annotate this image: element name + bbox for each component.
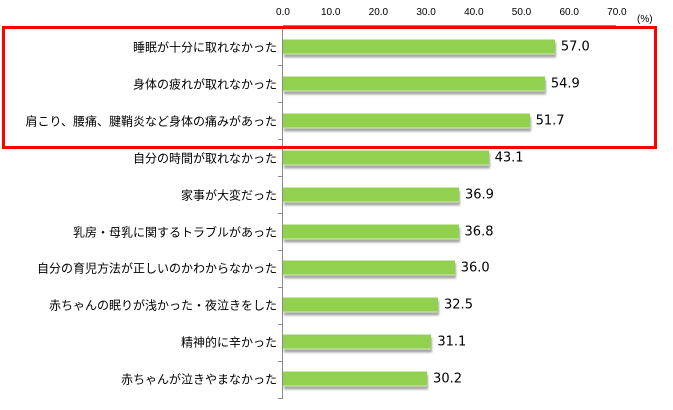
category-label: 肩こり、腰痛、腱鞘炎など身体の痛みがあった (25, 114, 277, 129)
category-label: 赤ちゃんが泣きやまなかった (120, 372, 277, 387)
y-axis-tick (278, 65, 283, 67)
value-label: 57.0 (560, 39, 590, 55)
bar (283, 297, 439, 313)
x-tick-label: 20.0 (368, 7, 389, 18)
bar (283, 371, 428, 387)
y-axis-tick (278, 286, 283, 288)
bar (283, 224, 459, 239)
x-tick-label: 10.0 (320, 7, 341, 18)
category-label: 自分の時間が取れなかった (132, 151, 277, 166)
value-label: 51.7 (535, 113, 565, 129)
value-label: 32.5 (444, 297, 473, 313)
bar (283, 76, 545, 92)
value-label: 36.9 (465, 187, 494, 203)
category-label: 家事が大変だった (180, 188, 277, 203)
bar (283, 39, 555, 55)
bar (283, 187, 459, 203)
x-tick-label: 30.0 (416, 7, 436, 18)
category-label: 赤ちゃんの眠りが浅かった・夜泣きをした (48, 298, 277, 313)
value-label: 54.9 (550, 76, 580, 92)
value-label: 30.2 (433, 371, 462, 387)
category-label: 乳房・母乳に関するトラブルがあった (72, 225, 277, 239)
bar (283, 260, 455, 276)
y-axis-tick (278, 213, 283, 215)
x-tick-label: 60.0 (559, 7, 579, 18)
y-axis-tick (278, 249, 283, 251)
x-tick-label: 70.0 (607, 7, 627, 18)
bar (283, 150, 489, 166)
category-label: 睡眠が十分に取れなかった (132, 40, 277, 55)
y-axis-tick (278, 176, 283, 178)
category-label: 自分の育児方法が正しいのかわからなかった (36, 261, 277, 276)
highlight-box (2, 26, 657, 149)
y-axis-line (282, 26, 283, 398)
y-axis-tick (278, 139, 283, 141)
unit-label: (%) (637, 14, 653, 25)
value-label: 43.1 (494, 150, 524, 166)
category-label: 精神的に辛かった (180, 335, 277, 350)
value-label: 36.8 (464, 224, 494, 239)
x-tick-label: 50.0 (511, 7, 532, 18)
bar (283, 113, 530, 129)
category-label: 身体の疲れが取れなかった (132, 77, 277, 92)
y-axis-tick (278, 102, 283, 104)
value-label: 31.1 (437, 334, 467, 350)
y-axis-tick (278, 360, 283, 362)
bar (283, 334, 432, 350)
y-axis-tick (278, 323, 283, 325)
value-label: 36.0 (460, 260, 490, 276)
x-tick-label: 0.0 (276, 7, 290, 18)
y-axis-tick (278, 397, 283, 399)
x-axis-line (283, 25, 616, 26)
x-tick-label: 40.0 (464, 7, 484, 18)
